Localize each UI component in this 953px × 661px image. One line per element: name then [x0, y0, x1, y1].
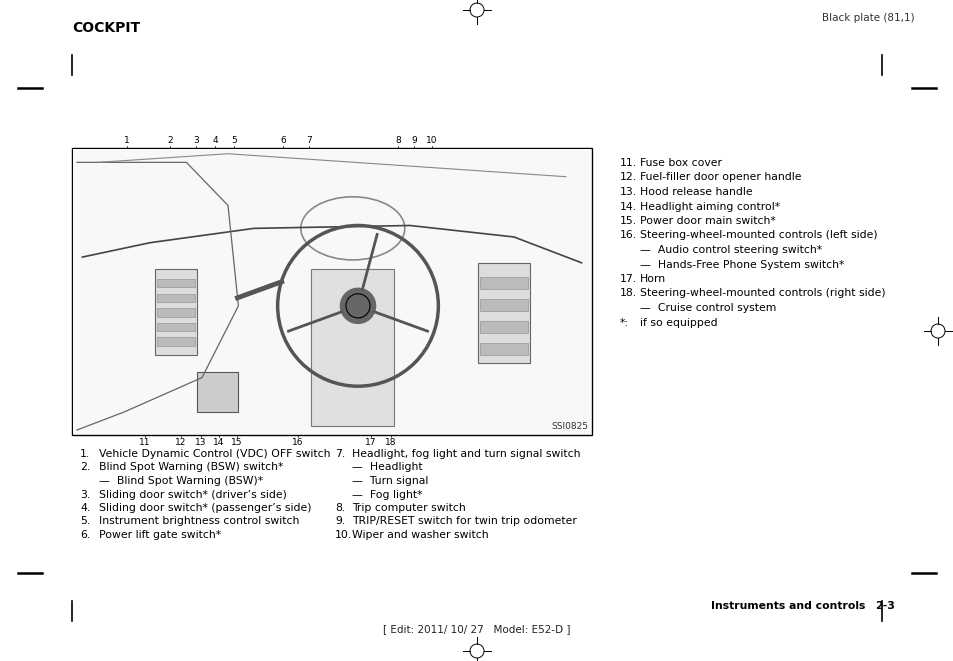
Text: if so equipped: if so equipped [639, 317, 717, 327]
Bar [157, 293, 194, 302]
Text: —  Turn signal: — Turn signal [352, 476, 428, 486]
Bar [73, 149, 590, 434]
Text: 17: 17 [365, 438, 376, 447]
Text: SSI0825: SSI0825 [551, 422, 587, 431]
Bar [479, 299, 527, 311]
Text: 7: 7 [306, 136, 312, 145]
Text: 2: 2 [167, 136, 172, 145]
Text: 7.: 7. [335, 449, 345, 459]
Text: 5: 5 [231, 136, 236, 145]
Text: 17.: 17. [619, 274, 637, 284]
Text: 14.: 14. [619, 202, 637, 212]
Text: Instruments and controls: Instruments and controls [710, 601, 864, 611]
Text: Blind Spot Warning (BSW) switch*: Blind Spot Warning (BSW) switch* [99, 463, 283, 473]
Text: Horn: Horn [639, 274, 665, 284]
Text: Headlight aiming control*: Headlight aiming control* [639, 202, 780, 212]
Text: 6.: 6. [80, 530, 91, 540]
Text: 10: 10 [426, 136, 437, 145]
Text: 14: 14 [213, 438, 225, 447]
Text: 2-3: 2-3 [874, 601, 894, 611]
Text: Fuse box cover: Fuse box cover [639, 158, 721, 168]
Bar [311, 268, 394, 426]
Text: 3.: 3. [80, 490, 91, 500]
Text: 9: 9 [411, 136, 416, 145]
Text: 11.: 11. [619, 158, 637, 168]
Bar [479, 321, 527, 333]
Text: 4: 4 [212, 136, 217, 145]
Bar [155, 268, 196, 355]
Text: —  Hands-Free Phone System switch*: — Hands-Free Phone System switch* [639, 260, 843, 270]
Bar [196, 372, 238, 412]
Text: 13: 13 [195, 438, 207, 447]
Text: TRIP/RESET switch for twin trip odometer: TRIP/RESET switch for twin trip odometer [352, 516, 577, 527]
Text: Instrument brightness control switch: Instrument brightness control switch [99, 516, 299, 527]
Bar [477, 263, 529, 364]
Text: —  Blind Spot Warning (BSW)*: — Blind Spot Warning (BSW)* [99, 476, 263, 486]
Text: [ Edit: 2011/ 10/ 27   Model: E52-D ]: [ Edit: 2011/ 10/ 27 Model: E52-D ] [383, 624, 570, 634]
Bar [157, 337, 194, 346]
Text: Steering-wheel-mounted controls (right side): Steering-wheel-mounted controls (right s… [639, 288, 884, 299]
Text: 12.: 12. [619, 173, 637, 182]
Text: 2.: 2. [80, 463, 91, 473]
Text: 18: 18 [385, 438, 396, 447]
Bar [157, 279, 194, 288]
Text: 12: 12 [175, 438, 187, 447]
Text: Trip computer switch: Trip computer switch [352, 503, 465, 513]
Text: Power lift gate switch*: Power lift gate switch* [99, 530, 221, 540]
Text: Steering-wheel-mounted controls (left side): Steering-wheel-mounted controls (left si… [639, 231, 877, 241]
Text: 1.: 1. [80, 449, 91, 459]
Bar [479, 277, 527, 289]
Text: —  Headlight: — Headlight [352, 463, 422, 473]
Text: 6: 6 [280, 136, 286, 145]
Text: Power door main switch*: Power door main switch* [639, 216, 775, 226]
Circle shape [340, 289, 375, 323]
Text: 15.: 15. [619, 216, 637, 226]
Text: 15: 15 [231, 438, 242, 447]
Text: —  Fog light*: — Fog light* [352, 490, 422, 500]
Bar [157, 308, 194, 317]
Bar [71, 148, 592, 435]
Text: Sliding door switch* (driver’s side): Sliding door switch* (driver’s side) [99, 490, 287, 500]
Text: 13.: 13. [619, 187, 637, 197]
Text: 8.: 8. [335, 503, 345, 513]
Text: Wiper and washer switch: Wiper and washer switch [352, 530, 488, 540]
Text: 9.: 9. [335, 516, 345, 527]
Text: *:: *: [619, 317, 628, 327]
Text: 11: 11 [139, 438, 151, 447]
Text: Vehicle Dynamic Control (VDC) OFF switch: Vehicle Dynamic Control (VDC) OFF switch [99, 449, 330, 459]
Text: —  Audio control steering switch*: — Audio control steering switch* [639, 245, 821, 255]
Bar [157, 323, 194, 331]
Text: 3: 3 [193, 136, 198, 145]
Text: 4.: 4. [80, 503, 91, 513]
Text: COCKPIT: COCKPIT [71, 21, 140, 35]
Text: Headlight, fog light and turn signal switch: Headlight, fog light and turn signal swi… [352, 449, 579, 459]
Text: 18.: 18. [619, 288, 637, 299]
Text: 10.: 10. [335, 530, 352, 540]
Text: 16: 16 [292, 438, 303, 447]
Text: 8: 8 [395, 136, 400, 145]
Text: 1: 1 [124, 136, 130, 145]
Text: Hood release handle: Hood release handle [639, 187, 752, 197]
Text: Fuel-filler door opener handle: Fuel-filler door opener handle [639, 173, 801, 182]
Text: Sliding door switch* (passenger’s side): Sliding door switch* (passenger’s side) [99, 503, 312, 513]
Text: 16.: 16. [619, 231, 637, 241]
Bar [479, 343, 527, 355]
Text: 5.: 5. [80, 516, 91, 527]
Text: —  Cruise control system: — Cruise control system [639, 303, 776, 313]
Text: Black plate (81,1): Black plate (81,1) [821, 13, 914, 23]
